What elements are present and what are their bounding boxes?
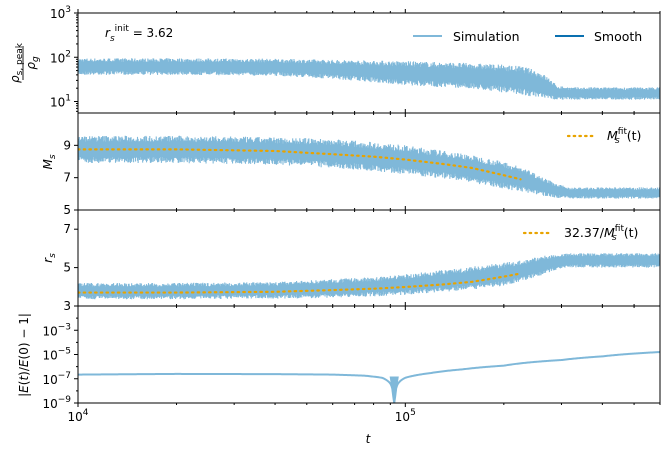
- y-ticks-mach_number: 5 7 9: [63, 138, 78, 217]
- y-label-radius: rs: [41, 253, 58, 263]
- y-tick-label: 10−9: [42, 395, 71, 411]
- y-tick-label: 10−5: [42, 347, 71, 363]
- legend-mach-panel: Mfit s (t): [566, 127, 641, 146]
- legend-radius-panel: 32.37/Mfit s (t): [522, 224, 638, 243]
- y-ticks-peak_density_ratio: 101 102 103: [50, 5, 78, 112]
- y-ticks-energy_error: 10−9 10−7 10−5 10−3: [42, 317, 78, 411]
- y-tick-label: 101: [50, 94, 71, 110]
- y-tick-label: 102: [50, 49, 71, 65]
- y-label-peak-density-ratio: ρs, peak ρg: [8, 42, 41, 83]
- panels: 101 102 103 5 7 9 3 5 7 10−9 10−7 10−5 10−3 104 105: [42, 5, 661, 424]
- y-tick-label: 3: [63, 299, 71, 313]
- rs-init-annotation: rsinit = 3.62: [105, 24, 173, 44]
- y-label-mach: Ms: [41, 154, 58, 169]
- y-tick-label: 10−3: [42, 322, 71, 338]
- y-ticks-shock_radius: 3 5 7: [63, 222, 78, 313]
- legend-fit-radius-label: 32.37/Mfit s (t): [564, 224, 638, 243]
- legend-top-panel: Simulation Smooth: [413, 29, 642, 44]
- plot-area-energy_error: [78, 351, 660, 403]
- plot-area-shock_radius: [78, 253, 660, 300]
- x-axis-label: t: [366, 432, 372, 446]
- panel-mach_number: 5 7 9: [63, 109, 661, 217]
- y-label-energy: |E(t)/E(0) − 1|: [17, 313, 31, 397]
- y-label-numerator: ρs, peak: [8, 42, 25, 83]
- legend-fit-label: Mfit s (t): [607, 127, 641, 146]
- plot-area-peak_density_ratio: [78, 58, 660, 100]
- plot-area-mach_number: [78, 135, 660, 199]
- x-ticks-energy_error: 104 105: [67, 302, 661, 424]
- y-tick-label: 5: [63, 261, 71, 275]
- simulation-band-peak_density_ratio: [78, 58, 660, 100]
- x-tick-label: 105: [395, 408, 416, 424]
- y-tick-label: 7: [63, 222, 71, 236]
- panel-energy_error: 10−9 10−7 10−5 10−3 104 105: [42, 302, 661, 424]
- fit-line-shock_radius: [78, 272, 522, 294]
- fit-line-mach_number: [78, 148, 522, 181]
- y-tick-label: 9: [63, 138, 71, 152]
- rs-init-text: rsinit = 3.62: [105, 24, 173, 44]
- x-tick-label: 104: [67, 408, 88, 424]
- y-tick-label: 5: [63, 203, 71, 217]
- y-tick-label: 103: [50, 5, 71, 21]
- legend-simulation-label: Simulation: [453, 29, 520, 44]
- y-tick-label: 10−7: [42, 371, 71, 387]
- y-label-denominator: ρg: [24, 56, 41, 70]
- y-tick-label: 7: [63, 171, 71, 185]
- energy-error-dip: [389, 376, 399, 403]
- panel-peak_density_ratio: 101 102 103: [50, 5, 661, 117]
- legend-smooth-label: Smooth: [594, 29, 642, 44]
- legends: Simulation Smooth Mfit s (t) 32.37/Mfit s (t): [413, 29, 642, 243]
- energy-error-line: [78, 351, 660, 403]
